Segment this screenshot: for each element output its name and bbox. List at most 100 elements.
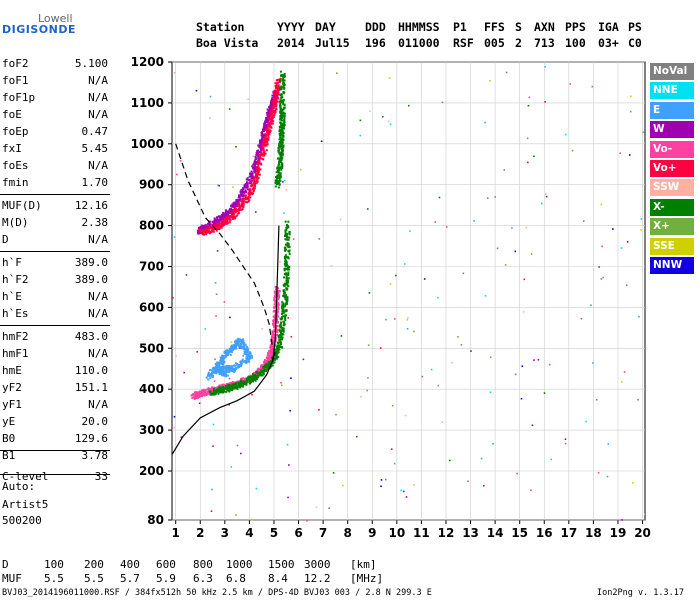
trace-dot	[261, 146, 264, 149]
trace-dot	[273, 323, 276, 326]
noise-dot	[516, 472, 518, 475]
trace-dot	[269, 346, 272, 349]
trace-dot	[222, 390, 225, 393]
trace-dot	[226, 210, 229, 213]
noise-dot	[198, 402, 201, 405]
trace-dot	[235, 209, 238, 212]
trace-dot	[235, 198, 238, 201]
trace-dot	[284, 267, 287, 270]
trace-dot	[257, 159, 260, 162]
trace-dot	[243, 184, 246, 187]
trace-dot	[246, 348, 249, 351]
noise-dot	[359, 134, 362, 137]
trace-dot	[207, 371, 210, 374]
trace-dot	[207, 388, 210, 391]
trace-dot	[255, 151, 258, 154]
param-row: foF2 5.100	[2, 57, 108, 73]
trace-dot	[257, 157, 260, 160]
noise-dot	[544, 65, 547, 68]
trace-dot	[286, 245, 289, 248]
trace-dot	[259, 156, 262, 159]
trace-dot	[275, 347, 278, 350]
trace-dot	[281, 130, 284, 133]
trace-dot	[280, 162, 283, 165]
trace-dot	[280, 74, 283, 77]
trace-dot	[269, 358, 272, 361]
noise-dot	[543, 392, 546, 394]
noise-dot	[380, 479, 383, 481]
param-row: yF1 N/A	[2, 398, 108, 414]
trace-dot	[281, 153, 284, 156]
trace-dot	[216, 222, 219, 225]
noise-dot	[302, 358, 305, 361]
noise-dot	[290, 335, 293, 338]
trace-dot	[258, 373, 261, 376]
footer-muf-cell: 6.8	[226, 572, 246, 585]
trace-dot	[269, 117, 272, 120]
noise-dot	[511, 227, 513, 229]
version-label: Ion2Png v. 1.3.17	[597, 588, 684, 598]
noise-dot	[460, 344, 463, 346]
trace-dot	[253, 185, 256, 188]
noise-dot	[196, 351, 199, 353]
trace-dot	[288, 265, 291, 268]
trace-dot	[285, 254, 288, 257]
param-value: N/A	[88, 347, 108, 360]
trace-dot	[215, 218, 218, 221]
trace-dot	[274, 109, 277, 112]
trace-dot	[262, 372, 265, 375]
trace-dot	[203, 226, 206, 229]
trace-dot	[223, 219, 226, 222]
x-tick-label: 11	[413, 526, 430, 540]
noise-dot	[462, 272, 465, 275]
trace-dot	[208, 221, 211, 224]
trace-dot	[241, 358, 244, 361]
footer-muf-cell: 5.5	[84, 572, 104, 585]
noise-dot	[533, 359, 535, 361]
trace-dot	[211, 223, 214, 226]
trace-dot	[251, 177, 254, 180]
trace-dot	[219, 362, 222, 365]
noise-dot	[582, 220, 585, 222]
trace-dot	[225, 364, 228, 367]
noise-dot	[218, 184, 220, 187]
trace-dot	[273, 303, 276, 306]
header-val-10: 03+	[598, 36, 619, 50]
trace-dot	[279, 129, 282, 132]
trace-dot	[236, 387, 239, 390]
trace-dot	[263, 136, 266, 139]
noise-dot	[287, 496, 289, 499]
footer-d-cell: 400	[120, 558, 140, 571]
trace-dot	[245, 357, 248, 360]
trace-dot	[274, 176, 277, 179]
trace-dot	[279, 330, 282, 333]
trace-dot	[271, 345, 274, 348]
param-row: hmE 110.0	[2, 364, 108, 380]
noise-dot	[280, 381, 282, 384]
trace-dot	[258, 142, 261, 145]
trace-dot	[240, 345, 243, 348]
trace-dot	[282, 289, 285, 292]
trace-dot	[279, 106, 282, 109]
trace-dot	[280, 312, 283, 315]
trace-dot	[255, 153, 258, 156]
trace-dot	[277, 177, 280, 180]
noise-dot	[215, 315, 217, 317]
trace-dot	[226, 370, 229, 373]
trace-dot	[287, 271, 290, 274]
trace-dot	[207, 373, 210, 376]
noise-dot	[623, 371, 626, 373]
trace-dot	[197, 226, 200, 229]
noise-dot	[214, 358, 216, 361]
trace-dot	[259, 162, 262, 165]
trace-dot	[212, 392, 215, 395]
trace-dot	[267, 352, 270, 355]
trace-dot	[285, 229, 288, 232]
trace-dot	[251, 175, 254, 178]
trace-dot	[277, 166, 280, 169]
y-tick-label: 900	[139, 178, 164, 192]
trace-dot	[282, 320, 285, 323]
trace-dot	[281, 156, 284, 159]
trace-dot	[220, 224, 223, 227]
trace-dot	[266, 354, 269, 357]
